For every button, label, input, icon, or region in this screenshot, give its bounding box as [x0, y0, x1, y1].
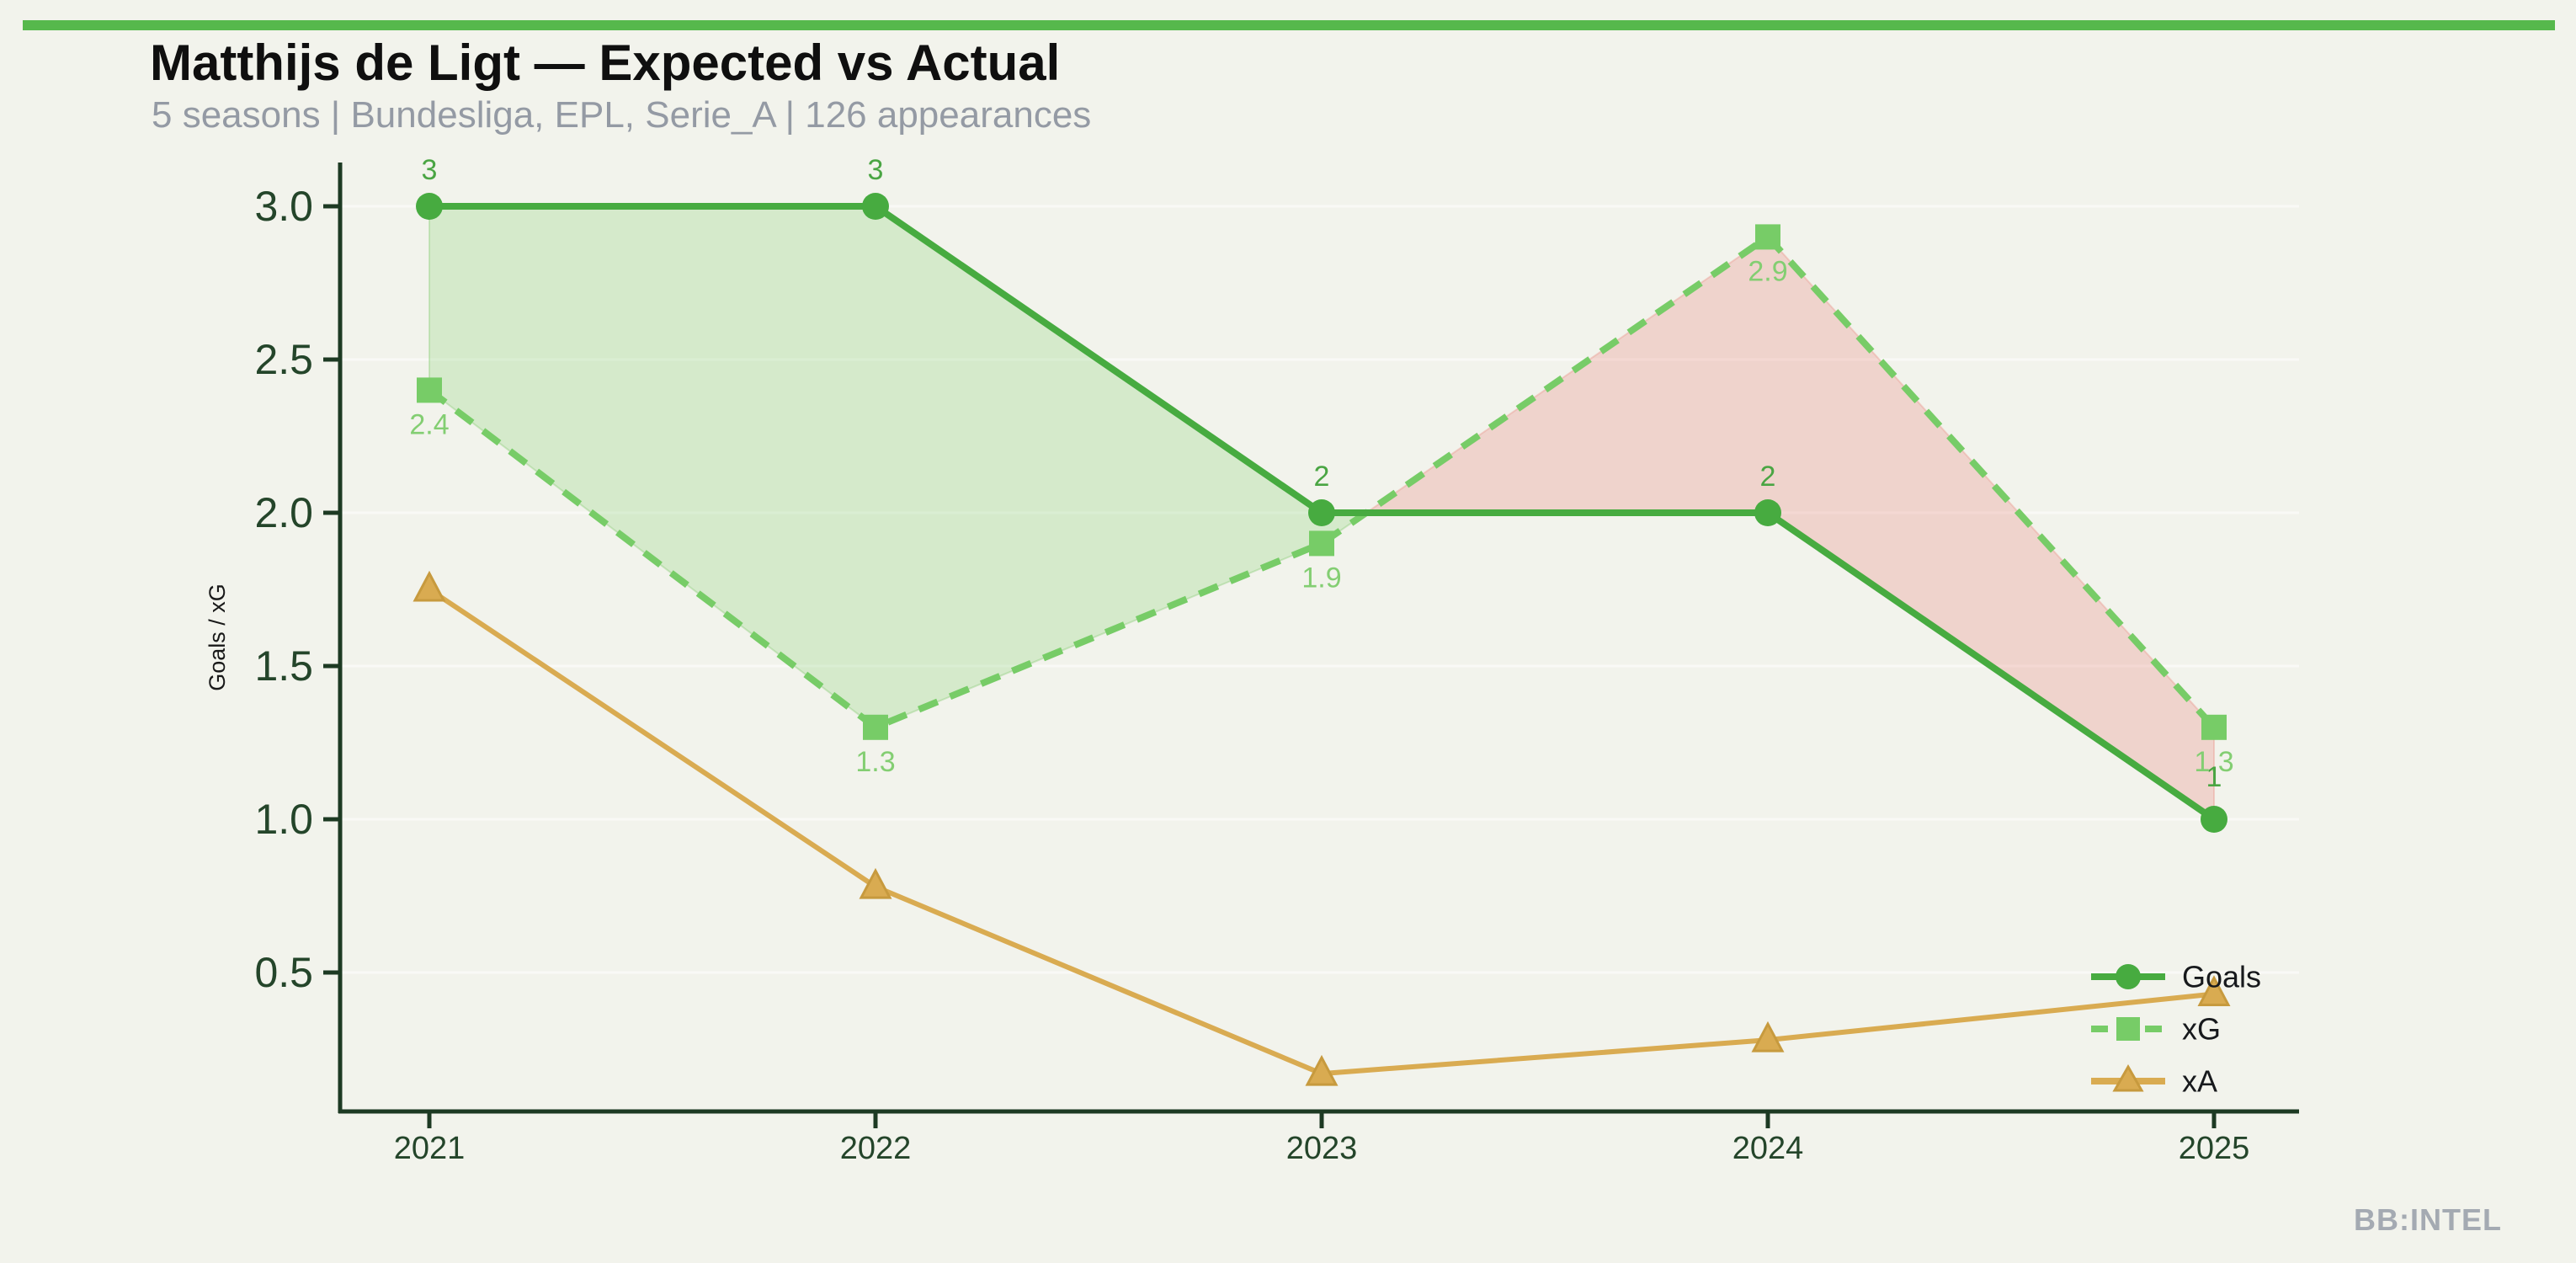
point-label: 3	[422, 154, 438, 186]
legend-label: Goals	[2182, 960, 2261, 994]
legend-label: xA	[2182, 1064, 2217, 1099]
x-tick-label: 2021	[394, 1131, 466, 1166]
point-label: 1.9	[1301, 562, 1341, 594]
point-label: 2.4	[409, 408, 449, 440]
xg-point-marker	[1755, 224, 1780, 249]
point-label: 2	[1314, 461, 1330, 493]
report-page: Matthijs de Ligt — Expected vs Actual 5 …	[0, 0, 2576, 1263]
goals-point-marker	[2201, 806, 2227, 833]
series-xa-line	[429, 589, 2214, 1074]
y-tick-label: 2.0	[254, 489, 313, 536]
legend-circle-marker	[2116, 964, 2141, 989]
overperformance-fill	[429, 206, 1366, 727]
legend: Goals xG xA	[2091, 960, 2261, 1099]
line-chart-canvas: 2.41.31.92.91.3332210.51.01.52.02.53.020…	[0, 0, 2576, 1263]
y-tick-label: 0.5	[254, 949, 313, 996]
goals-point-marker	[1308, 499, 1335, 526]
y-tick-label: 1.5	[254, 642, 313, 690]
xa-point-marker	[415, 573, 444, 600]
x-tick-label: 2025	[2179, 1131, 2250, 1166]
xg-point-marker	[2201, 715, 2227, 740]
y-tick-label: 1.0	[254, 796, 313, 843]
goals-point-marker	[416, 193, 443, 220]
goals-point-marker	[862, 193, 889, 220]
xa-point-marker	[861, 871, 890, 898]
xg-point-marker	[417, 377, 442, 402]
y-tick-label: 3.0	[254, 183, 313, 230]
point-label: 1.3	[855, 746, 895, 778]
xg-point-marker	[863, 715, 888, 740]
point-label: 1	[2206, 761, 2222, 793]
y-tick-label: 2.5	[254, 336, 313, 383]
y-axis-title: Goals / xG	[205, 584, 230, 691]
point-label: 3	[868, 154, 884, 186]
point-label: 2.9	[1748, 255, 1787, 287]
legend-label: xG	[2182, 1012, 2221, 1047]
goals-point-marker	[1754, 499, 1781, 526]
point-label: 2	[1760, 461, 1776, 493]
x-tick-label: 2022	[840, 1131, 912, 1166]
xg-point-marker	[1309, 530, 1334, 556]
series-xa	[415, 573, 2228, 1084]
legend-square-marker	[2116, 1017, 2140, 1041]
x-tick-label: 2024	[1732, 1131, 1804, 1166]
watermark-label: BB:INTEL	[2354, 1202, 2502, 1238]
x-tick-label: 2023	[1286, 1131, 1358, 1166]
